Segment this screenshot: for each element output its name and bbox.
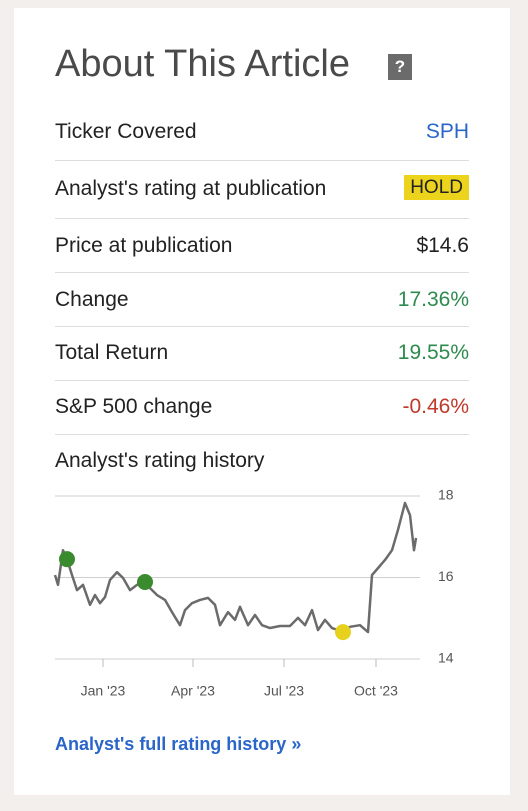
rating-marker xyxy=(137,573,153,590)
row-value: 19.55% xyxy=(397,341,469,364)
card-title: About This Article xyxy=(55,43,351,85)
rating-history-link[interactable]: Analyst's full rating history » xyxy=(55,734,302,754)
x-tick-label: Jul '23 xyxy=(264,683,304,699)
divider xyxy=(55,326,469,327)
row-value: 17.36% xyxy=(397,288,469,311)
divider xyxy=(55,434,469,435)
x-tick-label: Apr '23 xyxy=(171,683,215,699)
rating-marker xyxy=(335,624,351,641)
row-label: S&P 500 change xyxy=(55,395,213,418)
rating-badge: HOLD xyxy=(404,175,469,200)
y-tick-label: 16 xyxy=(438,568,454,584)
x-tick-label: Oct '23 xyxy=(354,683,398,699)
chart-title: Analyst's rating history xyxy=(55,449,265,472)
ticker-link[interactable]: SPH xyxy=(425,120,469,143)
row-value: -0.46% xyxy=(402,395,469,418)
help-icon[interactable]: ? xyxy=(388,54,412,80)
row-label: Analyst's rating at publication xyxy=(55,177,327,200)
divider xyxy=(55,218,469,219)
row-label: Change xyxy=(55,288,129,311)
row-label: Price at publication xyxy=(55,234,233,257)
row-value: $14.6 xyxy=(416,234,469,257)
rating-badge-wrap: HOLD xyxy=(404,174,469,201)
row-label: Total Return xyxy=(55,341,169,364)
divider xyxy=(55,160,469,161)
price-line xyxy=(53,501,418,634)
divider xyxy=(55,272,469,273)
y-tick-label: 14 xyxy=(438,650,454,666)
rating-marker xyxy=(59,551,75,568)
article-card xyxy=(14,8,510,795)
x-tick-label: Jan '23 xyxy=(81,683,126,699)
y-tick-label: 18 xyxy=(438,487,454,503)
divider xyxy=(55,380,469,381)
row-label: Ticker Covered xyxy=(55,120,197,143)
